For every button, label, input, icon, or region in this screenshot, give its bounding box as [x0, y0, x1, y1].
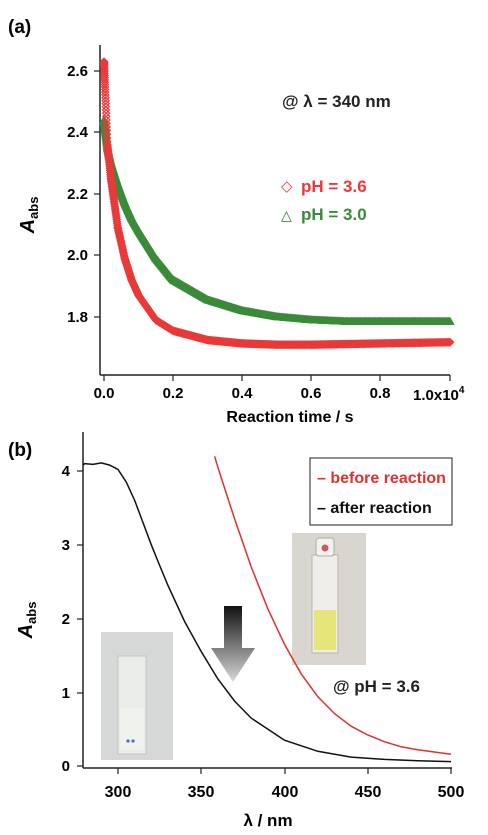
- marker-fill: [102, 129, 112, 139]
- panel-b-xtick-label: 300: [105, 784, 132, 801]
- cuvette-before-photo: [292, 533, 366, 665]
- panel-b-ytick-label: 0: [62, 758, 70, 775]
- label-dot: [126, 739, 130, 743]
- legend-label-ph36: pH = 3.6: [301, 177, 367, 196]
- marker-fill: [444, 337, 454, 347]
- panel-b-xtick-label: 400: [272, 784, 299, 801]
- panel-a-label: (a): [8, 17, 31, 38]
- panel-b-y-axis-title: Aabs: [15, 602, 39, 640]
- marker-fill: [100, 87, 110, 97]
- panel-b-xtick-label: 500: [438, 784, 465, 801]
- panel-a-xtick-label: 0.4: [232, 385, 254, 402]
- panel-a: (a) 1.8 2.0 2.2 2.4 2.6 0.0 0.2 0.4 0.6 …: [8, 17, 465, 426]
- panel-a-series-layer: [99, 57, 455, 350]
- cap-dot: [321, 544, 329, 552]
- marker-fill: [100, 67, 109, 77]
- panel-b-xtick-label: 450: [355, 784, 382, 801]
- marker-fill: [109, 191, 118, 201]
- line-after-reaction: [82, 462, 452, 763]
- down-arrow-icon: [211, 606, 255, 682]
- series-ph-3-6: [99, 57, 455, 350]
- panel-b-x-axis-title: λ / nm: [243, 811, 292, 830]
- marker-fill: [104, 151, 113, 160]
- legend-label-before: – before reaction: [317, 470, 446, 487]
- panel-b: (b) 0 1 2 3 4 300 350 400 450 500 λ / nm…: [8, 432, 464, 830]
- marker-fill: [109, 195, 119, 205]
- panel-a-legend: ◇ pH = 3.6 △ pH = 3.0: [281, 177, 367, 224]
- marker-fill: [109, 197, 119, 206]
- panel-a-xtick-label: 0.2: [163, 385, 184, 402]
- label-dot: [131, 739, 135, 743]
- panel-a-xtick-label: 0.0: [94, 385, 115, 402]
- panel-a-ytick-label: 2.4: [67, 124, 89, 141]
- marker-fill: [443, 337, 453, 347]
- legend-label-ph30: pH = 3.0: [301, 205, 367, 224]
- marker-fill: [100, 85, 110, 94]
- panel-b-annotation: @ pH = 3.6: [333, 677, 420, 696]
- panel-a-x-scale-label: 1.0x104: [413, 385, 465, 404]
- legend-triangle-icon: △: [281, 207, 292, 223]
- marker-fill: [100, 82, 110, 92]
- panel-b-ytick-label: 2: [62, 611, 70, 628]
- panel-b-ytick-label: 4: [62, 463, 71, 480]
- panel-b-xtick-label: 350: [188, 784, 215, 801]
- legend-box: [309, 457, 453, 526]
- panel-a-ytick-label: 2.0: [67, 247, 88, 264]
- marker-fill: [101, 90, 110, 100]
- marker-fill: [99, 65, 109, 75]
- panel-b-series-layer: [82, 456, 452, 763]
- panel-a-annotation: @ λ = 340 nm: [282, 92, 391, 111]
- panel-a-x-axis-title: Reaction time / s: [226, 409, 353, 426]
- panel-a-ytick-label: 2.6: [67, 63, 88, 80]
- panel-b-legend: – before reaction – after reaction: [309, 457, 453, 526]
- marker-fill: [441, 337, 451, 347]
- marker-fill: [104, 149, 113, 158]
- series-ph-3-0: [99, 115, 455, 325]
- marker-fill: [109, 193, 118, 203]
- legend-diamond-icon: ◇: [281, 178, 293, 195]
- yellow-solution: [314, 610, 336, 650]
- panel-b-ytick-label: 3: [62, 537, 70, 554]
- panel-a-xtick-label: 0.8: [370, 385, 391, 402]
- panel-a-ytick-label: 2.2: [67, 186, 88, 203]
- marker-fill: [442, 337, 452, 347]
- marker-fill: [104, 152, 114, 162]
- panel-a-ytick-label: 1.8: [67, 309, 88, 326]
- clear-solution: [120, 708, 144, 750]
- marker-fill: [110, 198, 119, 208]
- marker-fill: [100, 80, 110, 89]
- panel-b-label: (b): [8, 440, 32, 461]
- panel-a-y-axis-title: Aabs: [17, 197, 41, 235]
- legend-label-after: – after reaction: [317, 500, 432, 517]
- panel-a-xtick-label: 0.6: [301, 385, 322, 402]
- marker-fill: [445, 337, 455, 347]
- panel-b-ytick-label: 1: [62, 685, 70, 702]
- cuvette-after-photo: [101, 632, 173, 760]
- marker-fill: [445, 316, 455, 325]
- line-before-reaction: [213, 456, 452, 755]
